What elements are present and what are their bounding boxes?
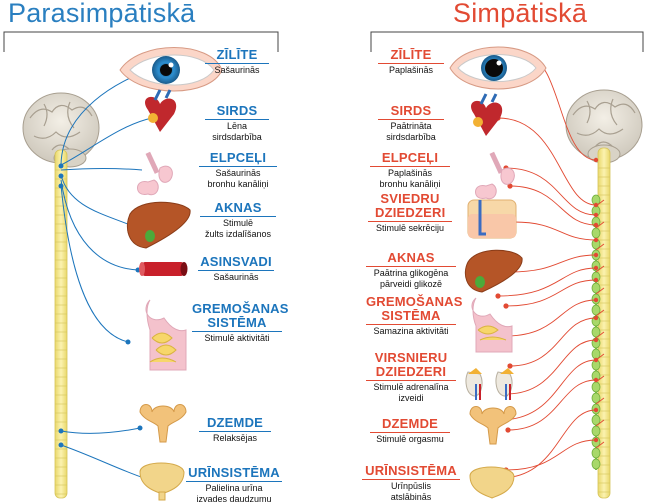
- left-liver-icon: [126, 201, 191, 249]
- ganglion: [591, 304, 601, 316]
- sympathetic-nerve: [499, 359, 597, 421]
- para-label-airways: ELPCEĻI Sašaurinās bronhu kanāliņi: [199, 151, 277, 189]
- sympathetic-bracket: [370, 31, 644, 52]
- ganglion: [591, 392, 601, 404]
- right-uterus-icon: [469, 406, 517, 445]
- sympathetic-node: [593, 407, 599, 413]
- sympathetic-root: [595, 265, 605, 273]
- sym-label-digestive: GREMOŠANAS SISTĒMA Samazina aktivitāti: [366, 294, 463, 336]
- ganglion: [591, 458, 601, 470]
- sympathetic-node: [593, 212, 599, 218]
- left-uterus-icon: [139, 404, 187, 443]
- sympathetic-node: [593, 357, 599, 363]
- sympathetic-nerve: [505, 279, 597, 307]
- sympathetic-node: [507, 363, 513, 369]
- para-label-liver: AKNAS Stimulē žults izdalīšanos: [200, 201, 276, 239]
- parasympathetic-bracket: [3, 31, 279, 52]
- sympathetic-root: [595, 243, 605, 251]
- sympathetic-root: [595, 309, 605, 317]
- para-label-digestive: GREMOŠANAS SISTĒMA Stimulē aktivitāti: [192, 301, 289, 343]
- sympathetic-nerve: [505, 339, 597, 395]
- para-label-heart: SIRDS Lēna sirdsdarbība: [205, 104, 269, 142]
- ganglion: [591, 282, 601, 294]
- sympathetic-nerve: [505, 299, 597, 337]
- sympathetic-root: [595, 331, 605, 339]
- right-liver-icon: [464, 249, 523, 293]
- left-eye-icon: [119, 47, 223, 92]
- para-label-urinary: URĪNSISTĒMA Palielina urīna izvades daud…: [186, 466, 282, 503]
- sympathetic-root: [595, 419, 605, 427]
- sympathetic-node: [593, 265, 599, 271]
- right-lungs-icon: [475, 151, 515, 200]
- sympathetic-root: [595, 397, 605, 405]
- parasympathetic-title: Parasimpātiskā: [8, 0, 196, 28]
- sympathetic-root: [595, 221, 605, 229]
- sympathetic-nerve: [497, 267, 597, 297]
- sympathetic-node: [593, 237, 599, 243]
- right-adrenal-gland-icon: [465, 368, 514, 400]
- sympathetic-nerve: [509, 254, 597, 273]
- sympathetic-node: [505, 427, 511, 433]
- sympathetic-nerve: [513, 221, 597, 241]
- sym-label-uterus: DZEMDE Stimulē orgasmu: [370, 417, 450, 444]
- sympathetic-node: [507, 183, 513, 189]
- right-sweat-gland-icon: [467, 199, 517, 239]
- left-heart-icon: [145, 89, 177, 132]
- para-label-uterus: DZEMDE Relaksējas: [199, 416, 271, 443]
- sympathetic-nerve: [505, 167, 597, 216]
- right-heart-icon: [471, 93, 503, 136]
- right-digestive-icon: [471, 297, 513, 353]
- sym-label-heart: SIRDS Paātrināta sirdsdarbība: [378, 104, 444, 142]
- sympathetic-nerve: [509, 317, 597, 367]
- sympathetic-node: [593, 252, 599, 258]
- left-blood-vessel-icon: [139, 262, 188, 276]
- sympathetic-nerve: [509, 185, 597, 226]
- sympathetic-node: [593, 337, 599, 343]
- sym-label-urinary: URĪNSISTĒMA Urīnpūslis atslābinās: [362, 464, 460, 502]
- sympathetic-node: [593, 315, 599, 321]
- para-label-blood-vessels: ASINSVADI Sašaurinās: [198, 255, 274, 282]
- sympathetic-title: Simpātiskā: [453, 0, 588, 28]
- sympathetic-nerve: [497, 117, 597, 206]
- ganglion: [591, 227, 601, 239]
- sympathetic-node: [593, 277, 599, 283]
- sympathetic-root: [595, 287, 605, 295]
- sym-label-sweat-glands: SVIEDRU DZIEDZERI Stimulē sekrēciju: [368, 192, 452, 233]
- para-label-pupil: ZĪLĪTE Sašaurinās: [205, 48, 269, 75]
- ganglion: [591, 425, 601, 437]
- sympathetic-node: [593, 157, 599, 163]
- ganglion: [591, 326, 601, 338]
- left-digestive-icon: [145, 299, 187, 371]
- sympathetic-node: [593, 437, 599, 443]
- sympathetic-root: [595, 441, 605, 449]
- left-lungs-icon: [137, 151, 173, 196]
- sym-label-pupil: ZĪLĪTE Paplašinās: [378, 48, 444, 75]
- ganglion: [591, 414, 601, 426]
- sympathetic-node: [503, 303, 509, 309]
- sympathetic-node: [593, 297, 599, 303]
- sympathetic-nerve: [505, 439, 597, 471]
- sym-label-liver: AKNAS Paātrina glikogēna pārveidi glikoz…: [366, 251, 456, 289]
- left-spinal-cord: [54, 149, 68, 499]
- sympathetic-nerve: [507, 379, 597, 431]
- sym-label-adrenal-glands: VIRSNIERU DZIEDZERI Stimulē adrenalīna i…: [366, 351, 456, 403]
- sym-label-airways: ELPCEĻI Paplašinās bronhu kanāliņi: [370, 151, 450, 189]
- sympathetic-node: [593, 222, 599, 228]
- sympathetic-node: [495, 293, 501, 299]
- ganglion: [591, 381, 601, 393]
- sympathetic-node: [593, 202, 599, 208]
- ganglion: [591, 447, 601, 459]
- sympathetic-node: [593, 377, 599, 383]
- sympathetic-nerve: [499, 409, 597, 479]
- left-bladder-icon: [139, 462, 185, 501]
- right-eye-icon: [449, 46, 547, 90]
- right-bladder-icon: [469, 466, 515, 499]
